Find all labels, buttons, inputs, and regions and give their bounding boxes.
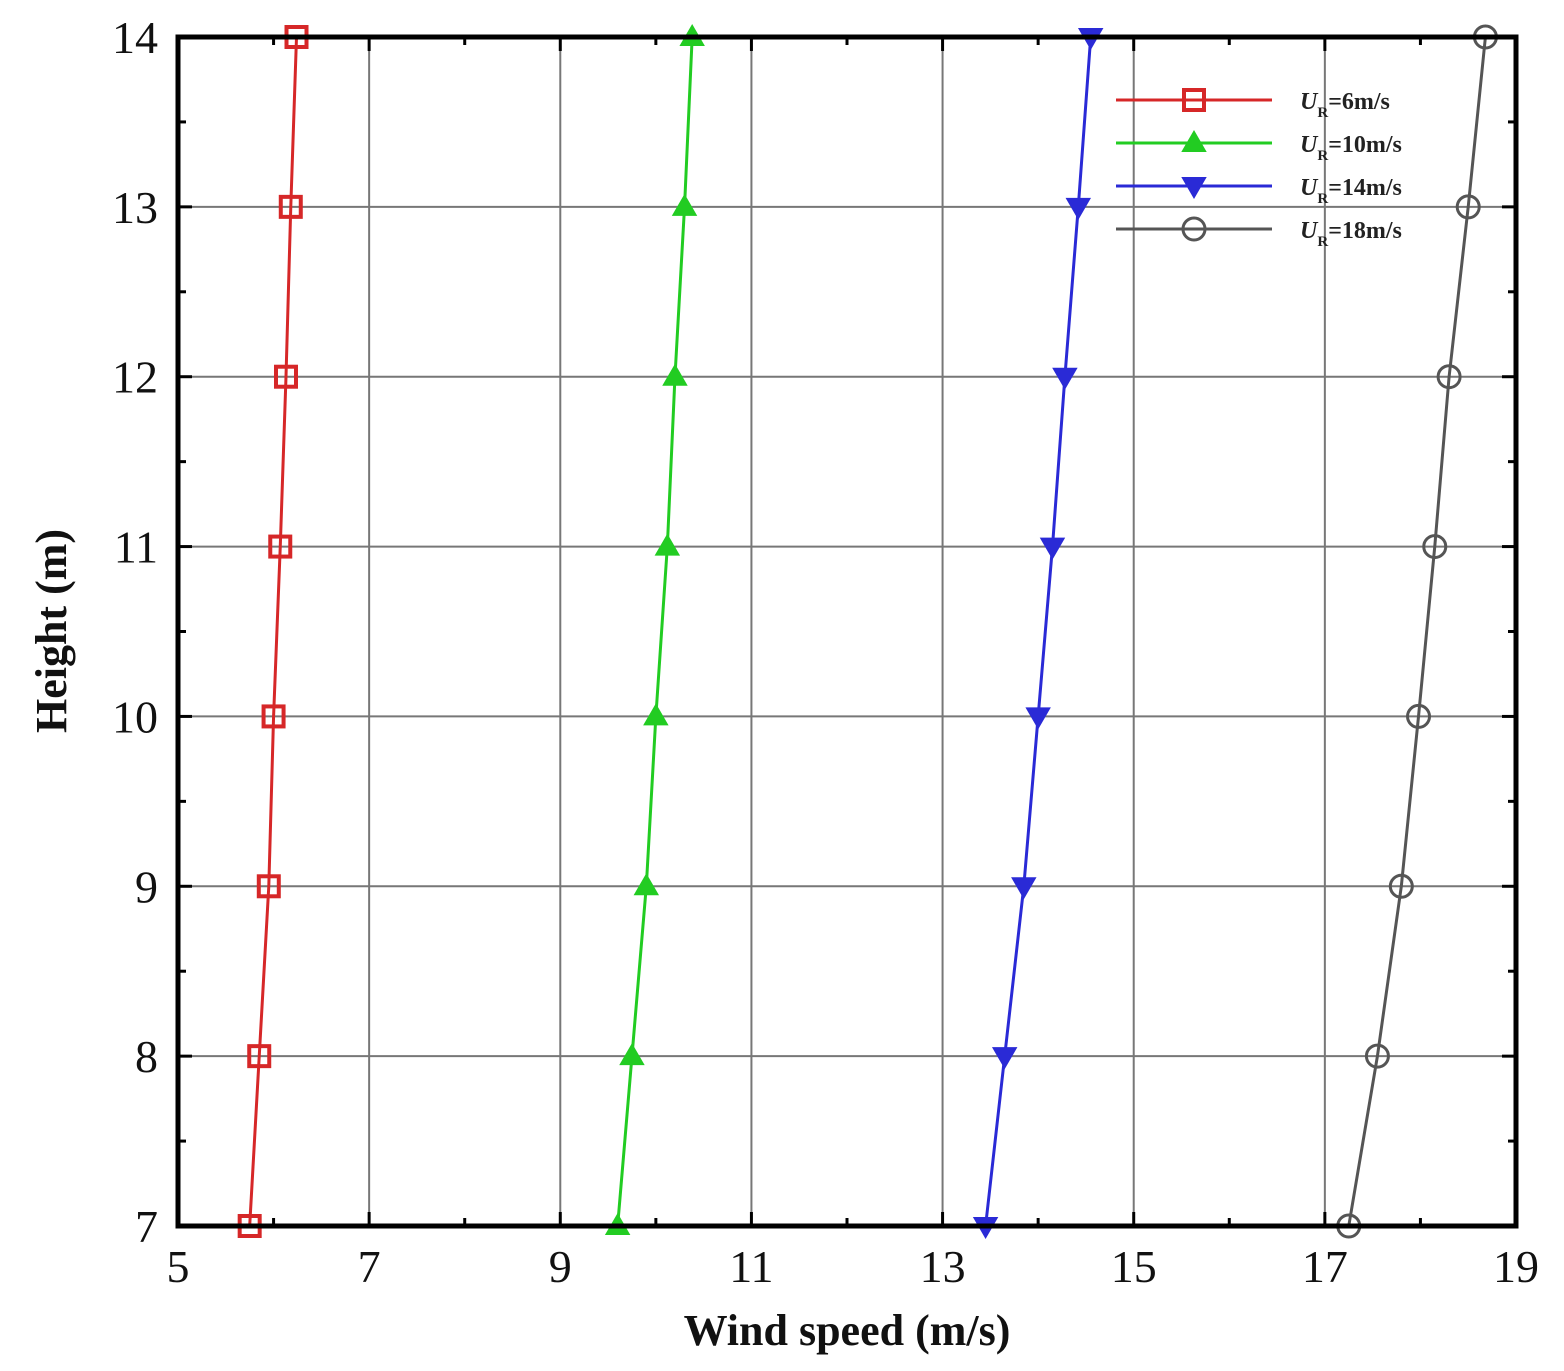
y-tick-labels: 7 8 9 10 11 12 13 14 — [112, 12, 158, 1252]
data-point — [1065, 197, 1092, 220]
legend-marker — [1182, 88, 1206, 112]
data-point — [1388, 873, 1414, 899]
series-1 — [237, 25, 309, 1238]
legend-subscript: R — [1317, 148, 1328, 164]
y-axis-title: Height (m) — [27, 529, 76, 733]
y-tick-label: 10 — [112, 691, 158, 742]
x-axis-title: Wind speed (m/s) — [684, 1306, 1011, 1355]
data-point — [654, 533, 681, 556]
legend-label: UR=18m/s — [1300, 218, 1402, 250]
x-tick-label: 15 — [1111, 1241, 1157, 1292]
legend-item: UR=14m/s — [1116, 175, 1402, 207]
series-line — [1347, 36, 1487, 1227]
data-point — [1406, 703, 1432, 729]
data-point — [256, 874, 281, 899]
grid-lines — [178, 37, 1516, 1226]
x-tick-label: 17 — [1302, 1241, 1348, 1292]
legend-marker — [1181, 216, 1207, 242]
legend-value: =6m/s — [1328, 89, 1390, 115]
data-point — [671, 193, 698, 216]
y-tick-label: 8 — [135, 1031, 158, 1082]
legend-marker — [1181, 177, 1207, 199]
data-point — [273, 364, 298, 389]
data-point — [1025, 707, 1051, 730]
legend-subscript: R — [1317, 191, 1328, 207]
legend-item: UR=10m/s — [1116, 130, 1402, 164]
y-tick-label: 11 — [114, 522, 158, 573]
data-point — [261, 704, 286, 729]
legend-value: =10m/s — [1328, 132, 1402, 158]
y-tick-label: 14 — [112, 12, 158, 63]
data-point — [633, 873, 660, 896]
x-tick-label: 13 — [920, 1241, 966, 1292]
data-point — [1364, 1043, 1390, 1069]
data-point — [619, 1043, 645, 1066]
series-line — [984, 36, 1093, 1227]
x-tick-label: 19 — [1493, 1241, 1539, 1292]
y-tick-label: 7 — [135, 1201, 158, 1252]
data-point — [643, 703, 669, 726]
data-point — [1011, 877, 1037, 900]
legend-item: UR=6m/s — [1116, 88, 1390, 121]
series-line — [248, 36, 299, 1227]
legend-symbol: U — [1300, 175, 1319, 201]
y-tick-label: 12 — [112, 352, 158, 403]
series-line — [616, 36, 694, 1227]
data-point — [247, 1044, 272, 1069]
data-point — [268, 534, 293, 559]
y-tick-label: 9 — [135, 861, 158, 912]
x-tick-label: 11 — [729, 1241, 773, 1292]
legend-label: UR=6m/s — [1300, 89, 1390, 121]
data-point — [1455, 194, 1481, 220]
x-tick-labels: 5 7 9 11 13 15 17 19 — [167, 1241, 1540, 1292]
data-point — [1422, 534, 1448, 560]
legend: UR=6m/sUR=10m/sUR=14m/sUR=18m/s — [1116, 88, 1402, 250]
legend-subscript: R — [1317, 234, 1328, 250]
legend-label: UR=14m/s — [1300, 175, 1402, 207]
legend-subscript: R — [1317, 105, 1328, 121]
legend-label: UR=10m/s — [1300, 132, 1402, 164]
plot-frame — [175, 34, 1519, 1229]
legend-symbol: U — [1300, 89, 1319, 115]
data-point — [1039, 537, 1066, 560]
x-tick-label: 9 — [549, 1241, 572, 1292]
data-point — [662, 363, 688, 386]
legend-symbol: U — [1300, 132, 1319, 158]
series-2 — [604, 24, 705, 1235]
legend-item: UR=18m/s — [1116, 216, 1402, 250]
data-point — [1436, 364, 1462, 390]
x-tick-label: 7 — [358, 1241, 381, 1292]
data-point — [991, 1047, 1018, 1070]
legend-value: =18m/s — [1328, 218, 1402, 244]
legend-symbol: U — [1300, 218, 1319, 244]
legend-value: =14m/s — [1328, 175, 1402, 201]
x-tick-label: 5 — [167, 1241, 190, 1292]
y-tick-label: 13 — [112, 182, 158, 233]
data-point — [278, 194, 303, 219]
axis-ticks — [176, 35, 1518, 1228]
data-point — [1052, 367, 1078, 390]
legend-marker — [1181, 130, 1207, 152]
